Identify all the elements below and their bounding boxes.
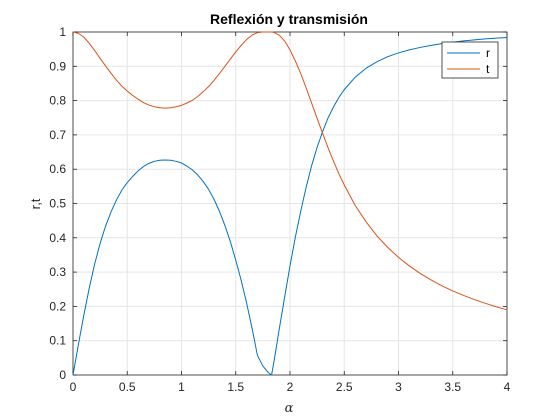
legend-box (441, 41, 499, 79)
x-tick-label: 1 (178, 380, 185, 394)
x-tick-label: 3 (395, 380, 402, 394)
y-axis-label: r,t (28, 198, 43, 209)
x-tick-label: 4 (504, 380, 511, 394)
series-line-t (72, 31, 508, 311)
legend: rt (441, 41, 499, 79)
series-lines (72, 31, 508, 376)
y-tick-label: 1 (59, 25, 66, 39)
y-tick-label: 0.2 (49, 299, 66, 313)
y-tick-label: 0.6 (49, 162, 66, 176)
chart-title: Reflexión y transmisión (210, 11, 368, 27)
x-tick-label: 1.5 (227, 380, 244, 394)
series-line-r (72, 36, 508, 376)
y-tick-label: 0.9 (49, 59, 66, 73)
legend-label-r: r (486, 46, 490, 60)
y-tick-label: 0.4 (49, 231, 66, 245)
axis-ticks: 0 0.5 1 1.5 2 2.5 3 3.5 4 0 0.1 0.2 0.3 0.4 0.5 0.6 0.7 0… (49, 25, 510, 394)
x-tick-label: 0.5 (119, 380, 136, 394)
y-tick-label: 0.8 (49, 94, 66, 108)
grid (72, 31, 508, 376)
x-tick-label: 2 (287, 380, 294, 394)
y-tick-label: 0.7 (49, 128, 66, 142)
x-axis-label: α (285, 401, 294, 416)
y-tick-label: 0.3 (49, 265, 66, 279)
y-tick-label: 0 (59, 368, 66, 382)
y-tick-label: 0.1 (49, 334, 66, 348)
x-tick-label: 3.5 (444, 380, 461, 394)
x-tick-label: 2.5 (336, 380, 353, 394)
legend-label-t: t (486, 62, 490, 76)
x-tick-label: 0 (70, 380, 77, 394)
y-tick-label: 0.5 (49, 197, 66, 211)
